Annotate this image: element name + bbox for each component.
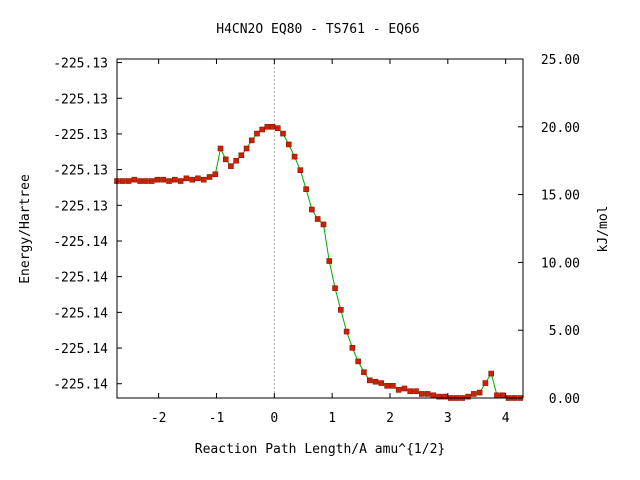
data-point	[233, 157, 239, 164]
plot-frame	[116, 58, 524, 399]
data-point	[154, 176, 161, 183]
y-tick-label: -225.13	[53, 164, 108, 179]
y2-tick-label: 25.00	[541, 53, 580, 68]
y-tick-label: -225.14	[53, 235, 108, 250]
data-point	[436, 393, 442, 400]
y2-tick-label: 15.00	[541, 189, 580, 204]
data-point	[264, 124, 271, 130]
data-point	[248, 137, 255, 144]
y-tick-label: -225.14	[53, 342, 108, 357]
data-point	[280, 130, 286, 137]
data-point	[274, 125, 281, 131]
y-tick-label: -225.13	[53, 92, 108, 107]
y2-tick-label: 20.00	[541, 121, 580, 136]
data-point	[309, 206, 315, 213]
data-point	[326, 258, 333, 264]
x-tick-label: 1	[328, 411, 336, 426]
x-axis-title: Reaction Path Length/A amu^{1/2}	[195, 442, 445, 457]
y-axis-title: Energy/Hartree	[18, 174, 33, 284]
data-point	[148, 178, 155, 184]
data-point	[343, 328, 350, 335]
data-point	[160, 176, 167, 183]
data-point	[303, 186, 309, 192]
data-point	[172, 176, 178, 183]
data-point	[471, 391, 477, 397]
data-point	[189, 176, 195, 183]
data-point	[395, 387, 402, 393]
data-point	[200, 176, 207, 183]
data-point	[465, 393, 471, 400]
y-tick-label: -225.14	[53, 271, 108, 286]
data-point	[177, 178, 184, 184]
y2-tick-label: 5.00	[549, 324, 580, 339]
y-tick-label: -225.13	[53, 199, 108, 214]
data-point	[372, 378, 379, 385]
x-tick-label: -1	[209, 411, 225, 426]
data-point	[355, 358, 361, 365]
data-point	[269, 124, 276, 130]
data-point	[430, 392, 437, 399]
data-point	[212, 171, 219, 178]
data-point	[131, 176, 138, 183]
x-tick-label: -2	[151, 411, 167, 426]
chart-title: H4CN2O EQ80 - TS761 - EQ66	[216, 22, 420, 37]
data-point	[338, 307, 344, 313]
x-tick-label: 4	[502, 411, 510, 426]
data-point	[119, 178, 126, 184]
data-point	[228, 163, 234, 169]
y-tick-label: -225.14	[53, 306, 108, 321]
data-point	[166, 178, 172, 184]
data-point	[125, 178, 132, 184]
y2-axis-title: kJ/mol	[596, 206, 611, 253]
x-tick-label: 0	[270, 411, 278, 426]
data-point	[285, 141, 292, 148]
data-point	[424, 391, 431, 397]
data-point	[499, 392, 506, 399]
y-tick-label: -225.13	[53, 57, 108, 72]
data-point	[320, 221, 327, 228]
data-point	[243, 145, 250, 152]
data-point	[254, 130, 260, 137]
data-point	[259, 126, 265, 133]
data-point	[183, 175, 190, 182]
data-point	[488, 370, 494, 377]
x-tick-label: 2	[386, 411, 394, 426]
data-point	[401, 385, 408, 392]
y-tick-label: -225.14	[53, 378, 108, 393]
y-tick-label: -225.13	[53, 128, 108, 143]
data-point	[217, 145, 224, 152]
data-point	[494, 392, 500, 399]
data-point	[366, 377, 373, 384]
data-point	[413, 388, 419, 395]
data-point	[332, 285, 338, 291]
data-point	[143, 178, 149, 184]
data-point	[482, 380, 489, 386]
data-point	[476, 389, 483, 396]
data-point	[291, 153, 298, 160]
data-point	[238, 152, 245, 159]
data-point	[407, 388, 414, 395]
data-point	[390, 382, 396, 389]
data-point	[384, 382, 390, 389]
data-point	[137, 178, 143, 184]
series-line	[117, 126, 521, 399]
x-tick-label: 3	[444, 411, 452, 426]
y2-tick-label: 10.00	[541, 256, 580, 271]
data-point	[418, 391, 425, 397]
data-point	[195, 175, 201, 182]
data-point	[378, 380, 385, 386]
data-point	[349, 345, 356, 351]
data-point	[297, 167, 304, 173]
data-point	[314, 216, 321, 222]
y2-tick-label: 0.00	[549, 392, 580, 407]
data-point	[361, 369, 367, 376]
data-point	[222, 156, 229, 163]
data-point	[206, 174, 213, 180]
